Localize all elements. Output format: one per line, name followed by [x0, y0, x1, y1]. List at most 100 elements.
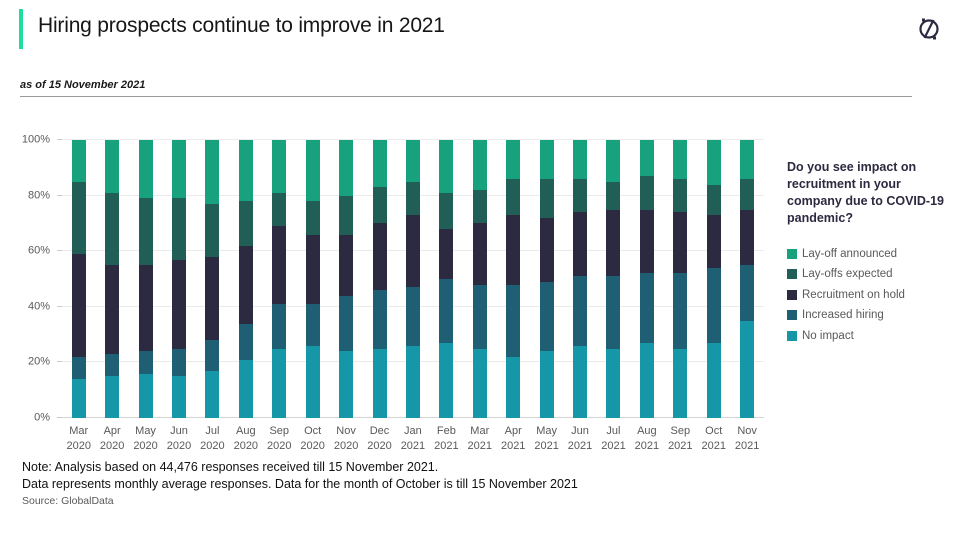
bar-slot	[597, 140, 630, 418]
stacked-bar-aug-2021	[639, 140, 654, 418]
note-line-1: Note: Analysis based on 44,476 responses…	[22, 460, 439, 474]
bar-slot	[229, 140, 262, 418]
bar-segment	[339, 195, 354, 235]
bar-slot	[496, 140, 529, 418]
y-tick-mark	[57, 417, 62, 418]
legend-item: No impact	[787, 328, 905, 343]
bar-segment	[272, 304, 287, 349]
legend-swatch-icon	[787, 269, 797, 279]
gridline-100	[62, 139, 764, 140]
bar-segment	[372, 187, 387, 224]
bar-segment	[472, 223, 487, 285]
stacked-bar-may-2020	[138, 140, 153, 418]
y-tick-mark	[57, 139, 62, 140]
bar-slot	[196, 140, 229, 418]
stacked-bar-jul-2021	[606, 140, 621, 418]
bar-segment	[339, 351, 354, 418]
bar-segment	[272, 192, 287, 227]
bar-segment	[740, 209, 755, 266]
bar-segment	[71, 379, 86, 418]
stacked-bar-mar-2021	[472, 140, 487, 418]
bar-segment	[405, 215, 420, 288]
bar-slot	[329, 140, 362, 418]
x-tick-label: Jun 2021	[567, 425, 593, 452]
stacked-bar-dec-2020	[372, 140, 387, 418]
y-tick-mark	[57, 305, 62, 307]
stacked-bar-feb-2021	[439, 140, 454, 418]
bar-segment	[105, 192, 120, 266]
bar-segment	[138, 265, 153, 352]
bar-segment	[706, 267, 721, 343]
as-of-date-label: as of 15 November 2021	[20, 79, 146, 91]
x-tick-label: Sep 2021	[668, 425, 693, 452]
bar-segment	[639, 140, 654, 177]
bar-segment	[706, 215, 721, 268]
bar-segment	[740, 140, 755, 179]
bar-slots	[62, 140, 764, 418]
bar-segment	[205, 370, 220, 418]
bar-segment	[573, 276, 588, 346]
x-tick-label: Jan 2021	[400, 425, 426, 452]
bar-slot	[396, 140, 429, 418]
bar-segment	[506, 215, 521, 285]
title-accent-bar	[19, 9, 23, 49]
stacked-bar-apr-2021	[506, 140, 521, 418]
bar-slot	[463, 140, 496, 418]
x-tick-label: Nov 2021	[734, 425, 760, 452]
bar-segment	[238, 140, 253, 202]
bar-segment	[205, 256, 220, 341]
stacked-bar-jul-2020	[205, 140, 220, 418]
x-tick-label: Feb 2021	[434, 425, 459, 452]
bar-segment	[606, 276, 621, 349]
bar-segment	[405, 181, 420, 216]
bar-segment	[305, 201, 320, 235]
legend: Lay-off announced Lay-offs expected Recrui…	[787, 246, 905, 349]
bar-segment	[439, 192, 454, 229]
bar-segment	[606, 181, 621, 210]
bar-segment	[339, 234, 354, 296]
legend-label: No impact	[802, 329, 854, 342]
y-tick-label: 80%	[27, 189, 50, 202]
bar-slot	[530, 140, 563, 418]
legend-swatch-icon	[787, 330, 797, 341]
y-tick-label: 40%	[27, 300, 50, 313]
bar-segment	[238, 359, 253, 418]
x-tick-label: Mar 2020	[66, 425, 91, 452]
bar-segment	[105, 265, 120, 355]
header-divider	[20, 96, 912, 97]
stacked-bar-nov-2020	[339, 140, 354, 418]
bar-segment	[171, 140, 186, 199]
legend-item: Increased hiring	[787, 308, 905, 323]
bar-segment	[639, 273, 654, 343]
bar-slot	[730, 140, 763, 418]
bar-segment	[305, 234, 320, 305]
bar-slot	[363, 140, 396, 418]
bar-segment	[639, 342, 654, 418]
bar-segment	[573, 178, 588, 213]
bar-segment	[372, 348, 387, 418]
stacked-bar-jan-2021	[405, 140, 420, 418]
x-tick-label: Dec 2020	[367, 425, 392, 452]
bar-segment	[606, 140, 621, 182]
bar-slot	[162, 140, 195, 418]
bar-segment	[506, 178, 521, 216]
bar-segment	[639, 209, 654, 274]
bar-segment	[205, 140, 220, 204]
bar-segment	[405, 345, 420, 418]
legend-item: Lay-offs expected	[787, 267, 905, 282]
bar-segment	[372, 290, 387, 349]
bar-slot	[62, 140, 95, 418]
bar-segment	[740, 265, 755, 321]
bar-segment	[506, 140, 521, 179]
bar-segment	[673, 212, 688, 274]
x-tick-label: Nov 2020	[333, 425, 359, 452]
bar-segment	[372, 223, 387, 291]
x-tick-label: Oct 2021	[701, 425, 726, 452]
bar-segment	[238, 201, 253, 246]
legend-swatch-icon	[787, 248, 797, 259]
bar-segment	[472, 190, 487, 224]
bar-segment	[439, 228, 454, 280]
bar-segment	[305, 304, 320, 346]
bar-segment	[506, 284, 521, 357]
bar-segment	[606, 348, 621, 418]
